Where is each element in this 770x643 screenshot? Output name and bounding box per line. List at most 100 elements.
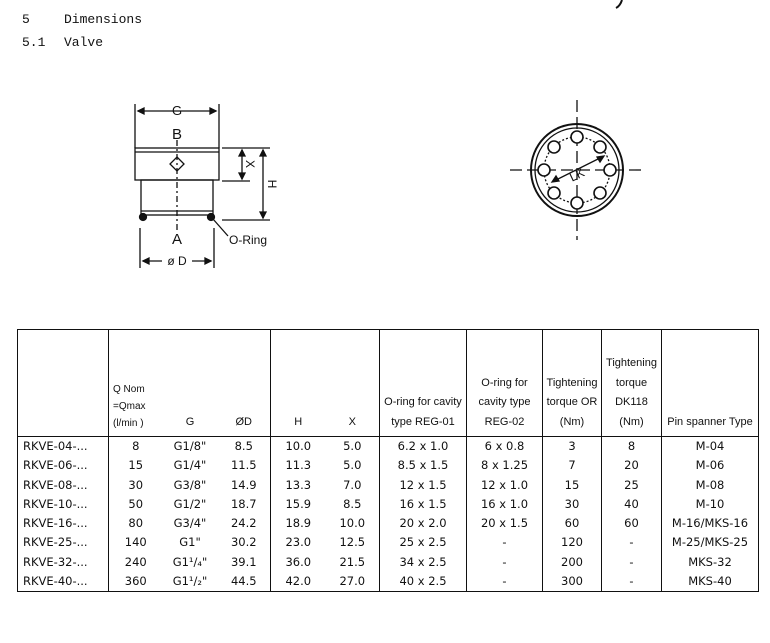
cell-q: 140 <box>108 533 163 553</box>
section-heading: 5 Dimensions <box>22 12 142 27</box>
cropped-mark <box>615 0 623 9</box>
cell-torque_dk: 60 <box>601 514 662 534</box>
cell-g: G1/4" <box>173 458 207 473</box>
cell-torque_or: 60 <box>542 514 602 534</box>
cell-q: 50 <box>108 494 163 515</box>
cell-x: 5.0 <box>343 439 362 453</box>
label-g: G <box>172 103 182 118</box>
cell-oring02: 16 x 1.0 <box>466 494 543 515</box>
header-h: H <box>270 329 326 437</box>
subsection-number: 5.1 <box>22 35 46 50</box>
table-row: RKVE-10-... 50 G1/2" 18.7 15.9 8.5 16 x 1.5 16 … <box>18 494 759 515</box>
cell-torque_or: 120 <box>542 533 602 553</box>
cell-d: 14.9 <box>230 477 257 492</box>
cell-model: RKVE-25-... <box>23 535 88 550</box>
section-number: 5 <box>22 12 30 27</box>
cell-d: 18.7 <box>230 496 257 511</box>
header-torque-dk118: Tightening torque DK118 (Nm) <box>601 329 662 437</box>
cell-x: 12.5 <box>339 535 366 550</box>
table-header-row: Q Nom =Qmax (l/min ) G ØD H X O-ring for… <box>17 329 759 437</box>
table-row: RKVE-16-... 80 G3/4" 24.2 18.9 10.0 20 x 2.0 20… <box>18 514 759 534</box>
cell-model: RKVE-06-... <box>23 458 88 473</box>
cell-h: 42.0 <box>270 572 326 592</box>
cell-oring01: 8.5 x 1.5 <box>379 456 467 476</box>
cell-spanner: MKS-32 <box>661 552 759 573</box>
label-oring: O-Ring <box>229 233 267 247</box>
cell-g: G3/8" <box>173 477 207 492</box>
valve-side-view: G B A ø D O-Ring X H <box>134 103 279 268</box>
label-a: A <box>172 231 182 248</box>
cell-x: 8.5 <box>343 496 362 511</box>
header-q: Q Nom =Qmax (l/min ) <box>108 329 163 437</box>
cell-oring01: 16 x 1.5 <box>379 494 467 515</box>
cell-h: 15.9 <box>270 494 326 515</box>
cell-h: 10.0 <box>270 436 326 457</box>
label-b: B <box>172 126 182 143</box>
cell-spanner: M-08 <box>661 475 759 495</box>
header-model <box>17 329 109 437</box>
cell-d: 30.2 <box>230 535 257 550</box>
cell-q: 80 <box>108 514 163 534</box>
cell-oring01: 6.2 x 1.0 <box>379 436 467 457</box>
cell-torque_or: 15 <box>542 475 602 495</box>
label-d: ø D <box>167 254 187 268</box>
cell-h: 11.3 <box>270 456 326 476</box>
cell-g: G1¹/₄" <box>172 554 208 569</box>
header-torque-or: Tightening torque OR (Nm) <box>542 329 602 437</box>
cell-g: G1¹/₂" <box>172 574 208 589</box>
subsection-title: Valve <box>64 35 104 50</box>
cell-spanner-text: M-16/MKS-16 <box>671 516 749 531</box>
cell-torque_dk: - <box>601 572 662 592</box>
cell-oring01: 25 x 2.5 <box>379 533 467 553</box>
cell-torque_dk: - <box>601 552 662 573</box>
valve-top-view: LK <box>510 100 645 240</box>
cell-oring02: 20 x 1.5 <box>466 514 543 534</box>
cell-d: 39.1 <box>230 554 257 569</box>
cell-oring01: 40 x 2.5 <box>379 572 467 592</box>
cell-oring02: 8 x 1.25 <box>466 456 543 476</box>
cell-h: 18.9 <box>270 514 326 534</box>
cell-torque_dk: - <box>601 533 662 553</box>
cell-x: 27.0 <box>339 574 366 589</box>
cell-oring02: - <box>466 552 543 573</box>
cell-oring01: 12 x 1.5 <box>379 475 467 495</box>
cell-spanner: M-16/MKS-16 <box>661 514 759 534</box>
cell-h: 23.0 <box>270 533 326 553</box>
header-g: G <box>162 329 218 437</box>
dimensions-table: Q Nom =Qmax (l/min ) G ØD H X O-ring for… <box>17 329 759 593</box>
cell-model: RKVE-40-... <box>23 574 88 589</box>
cell-model: RKVE-08-... <box>23 477 88 492</box>
cell-spanner-text: M-25/MKS-25 <box>671 535 749 550</box>
subsection-heading: 5.1 Valve <box>22 35 103 50</box>
cell-spanner: M-06 <box>661 456 759 476</box>
cell-x: 10.0 <box>339 516 366 531</box>
cell-q: 15 <box>108 456 163 476</box>
cell-oring01: 34 x 2.5 <box>379 552 467 573</box>
cell-q: 360 <box>108 572 163 592</box>
cell-oring01: 20 x 2.0 <box>379 514 467 534</box>
cell-h: 13.3 <box>270 475 326 495</box>
table-row: RKVE-04-... 8 G1/8" 8.5 10.0 5.0 6.2 x 1.0 6 x … <box>18 436 759 457</box>
cell-d: 44.5 <box>230 574 257 589</box>
cell-model: RKVE-32-... <box>23 554 88 569</box>
cell-torque_dk: 40 <box>601 494 662 515</box>
cell-torque_or: 300 <box>542 572 602 592</box>
table-row: RKVE-08-... 30 G3/8" 14.9 13.3 7.0 12 x 1.5 12 … <box>18 475 759 495</box>
cell-d: 8.5 <box>234 439 253 453</box>
cell-g: G1/8" <box>173 439 207 453</box>
cell-torque_dk: 20 <box>601 456 662 476</box>
table-row: RKVE-40-... 360 G1¹/₂" 44.5 42.0 27.0 40 x 2.5… <box>18 572 759 592</box>
cell-oring02: 6 x 0.8 <box>466 436 543 457</box>
label-h: H <box>265 180 279 189</box>
valve-drawing: G B A ø D O-Ring X H LK <box>134 0 645 268</box>
cell-torque_or: 7 <box>542 456 602 476</box>
table-row: RKVE-06-... 15 G1/4" 11.5 11.3 5.0 8.5 x 1.5 8 … <box>18 456 759 476</box>
cell-oring02: 12 x 1.0 <box>466 475 543 495</box>
header-oring-reg01: O-ring for cavity type REG-01 <box>379 329 467 437</box>
cell-x: 5.0 <box>343 458 362 473</box>
cell-oring02: - <box>466 533 543 553</box>
table-row: RKVE-25-... 140 G1" 30.2 23.0 12.5 25 x 2.5-12… <box>18 533 759 553</box>
cell-d: 11.5 <box>230 458 257 473</box>
cell-x: 7.0 <box>343 477 362 492</box>
cell-torque_or: 3 <box>542 436 602 457</box>
